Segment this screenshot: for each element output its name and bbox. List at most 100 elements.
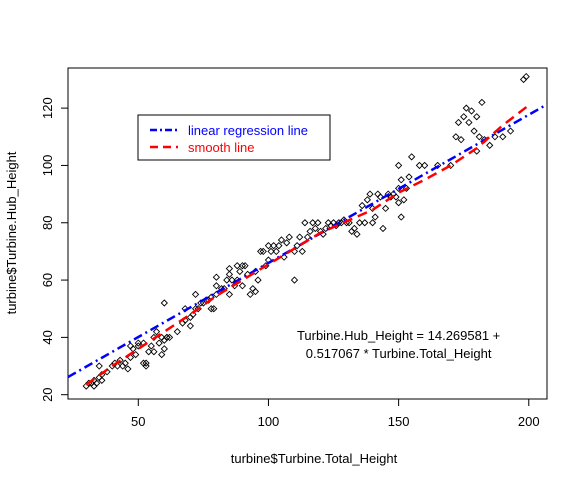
data-point [236,267,244,276]
data-point [264,242,273,250]
data-point [241,262,249,270]
data-point [366,190,374,198]
data-point [460,113,468,121]
data-point [272,247,280,256]
y-axis: 20 40 60 80 100 120 [40,97,68,402]
data-point [225,290,234,299]
data-point [478,98,486,107]
data-point [434,161,442,170]
data-point [116,356,124,364]
data-point [371,213,379,221]
data-point [499,133,507,141]
data-point [259,247,267,256]
data-point [376,193,385,201]
y-tick-label: 80 [40,216,55,230]
linear-regression-line [67,103,548,379]
plot-frame [67,67,548,400]
data-point [210,305,218,313]
data-point [309,219,317,227]
data-point [311,224,319,233]
data-point [283,239,291,247]
data-point [358,201,366,210]
regression-equation-line-2: 0.517067 * Turbine.Total_Height [306,346,492,361]
data-point [155,339,163,347]
data-point [158,350,166,359]
data-point [238,282,247,290]
data-point [415,161,424,170]
data-point [132,350,140,359]
data-point [306,227,314,235]
data-point [267,247,275,256]
y-tick-label: 100 [40,155,55,177]
data-point [407,153,416,161]
data-point [363,196,372,204]
data-point [290,276,299,284]
legend-label-regression: linear regression line [188,123,308,138]
x-tick-label: 100 [258,414,280,429]
data-point [254,276,262,284]
data-point [452,133,460,141]
data-point [314,219,322,227]
data-point [335,219,343,227]
data-point [462,104,470,112]
data-point [397,176,405,184]
data-point [322,224,330,233]
data-point [467,107,476,115]
y-tick-label: 60 [40,273,55,287]
data-point [191,290,200,299]
data-point [353,230,361,238]
data-point [238,262,247,270]
y-tick-label: 120 [40,97,55,119]
data-point [394,199,403,207]
data-point [397,213,405,221]
data-point [277,236,286,244]
data-point [160,345,168,353]
x-axis: 50 100 150 200 [131,399,540,429]
data-point [379,224,387,233]
data-point [298,247,306,256]
legend: linear regression line smooth line [137,114,331,161]
data-point [147,342,155,350]
data-point [228,276,236,284]
data-point [197,299,205,307]
data-point [186,322,194,330]
data-point [251,287,260,296]
x-axis-label: turbine$Turbine.Total_Height [231,451,398,466]
data-point [355,219,364,227]
data-point [473,113,481,121]
data-point [152,328,161,336]
data-point [124,365,132,373]
data-point [165,333,174,342]
data-point [163,333,171,342]
data-point [189,310,197,319]
data-point [134,339,142,347]
data-point [246,290,254,299]
data-point [98,376,106,385]
data-point [394,161,403,170]
legend-label-smooth: smooth line [188,140,254,155]
data-point [470,127,478,135]
y-axis-label: turbine$Turbine.Hub_Height [4,151,19,314]
data-point [225,264,234,273]
data-point [212,282,221,290]
data-point [350,224,358,233]
smooth-line [85,104,530,386]
data-point [486,141,494,150]
data-point [465,118,473,127]
y-tick-label: 40 [40,330,55,344]
data-point [270,242,278,250]
data-point [173,328,181,336]
data-point [95,362,103,370]
data-point [454,118,463,127]
data-point [280,253,288,261]
data-point [134,342,142,350]
data-point [402,184,411,193]
legend-box [137,114,331,161]
data-point [421,161,429,170]
data-point [275,242,283,250]
data-point [381,204,390,213]
data-point [285,233,293,241]
data-point [257,247,265,256]
data-point [142,362,150,370]
